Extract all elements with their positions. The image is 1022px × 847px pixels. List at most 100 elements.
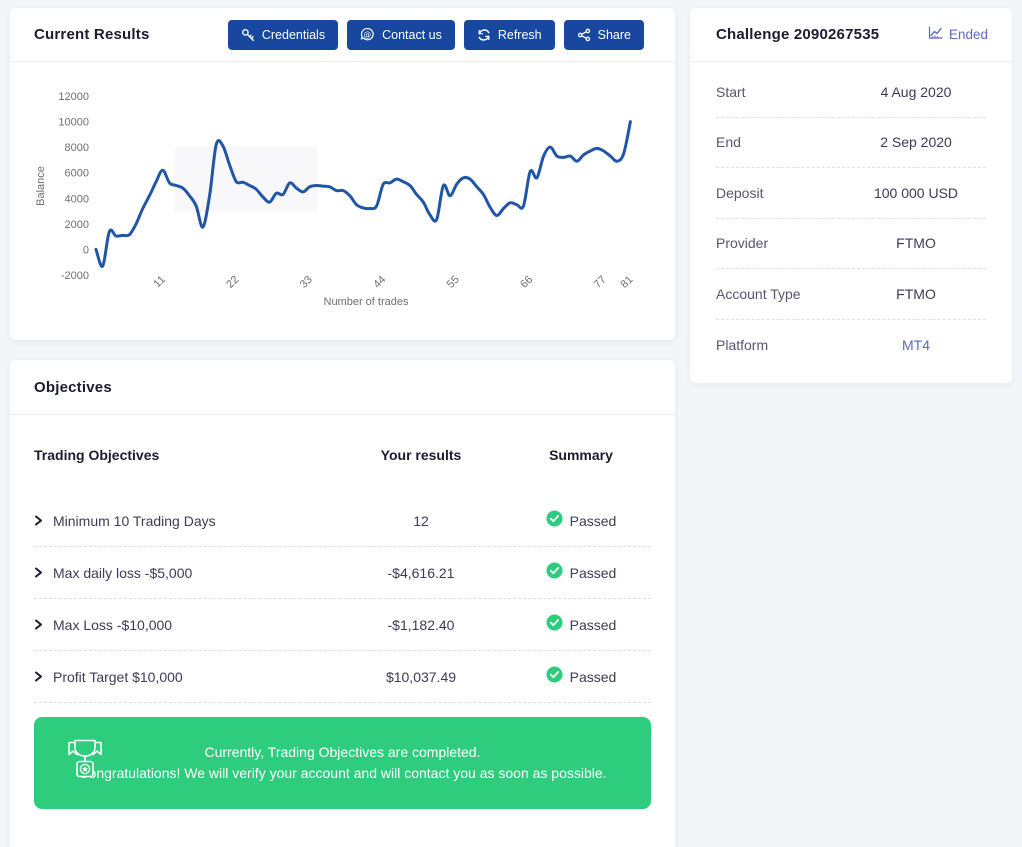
- credentials-button[interactable]: Credentials: [227, 19, 339, 50]
- y-tick-label: 10000: [58, 117, 89, 129]
- x-tick-label: 66: [518, 274, 535, 291]
- x-tick-label: 77: [592, 274, 609, 291]
- col-trading-objectives: Trading Objectives: [34, 447, 160, 463]
- objective-expander[interactable]: Profit Target $10,000: [34, 669, 331, 685]
- balance-chart: 12000 10000 8000 6000 4000 2000 0 -2000 11 22 33 4…: [35, 91, 636, 308]
- objective-result: 12: [413, 512, 429, 529]
- start-label: Start: [716, 83, 746, 100]
- trophy-icon: ★: [64, 738, 106, 789]
- objective-expander[interactable]: Max Loss -$10,000: [34, 617, 331, 633]
- current-results-title: Current Results: [34, 26, 150, 43]
- check-circle-icon: [546, 562, 563, 584]
- y-tick-label: 4000: [65, 193, 89, 205]
- objectives-header: Objectives: [10, 360, 675, 415]
- balance-line: [94, 120, 632, 268]
- ended-status-label: Ended: [948, 27, 988, 42]
- y-tick-label: 8000: [65, 142, 89, 154]
- passed-label: Passed: [569, 564, 617, 581]
- objective-summary: Passed: [511, 614, 651, 636]
- info-row-provider: Provider FTMO: [716, 219, 986, 269]
- chat-icon: @: [360, 27, 375, 42]
- objective-row-max-daily-loss: Max daily loss -$5,000 -$4,616.21 Passed: [34, 547, 651, 599]
- ended-status-link[interactable]: Ended: [928, 26, 988, 43]
- challenge-info-list: Start 4 Aug 2020 End 2 Sep 2020 Deposit …: [690, 62, 1012, 370]
- provider-value: FTMO: [896, 235, 936, 252]
- contact-us-button[interactable]: @ Contact us: [347, 19, 455, 50]
- svg-text:@: @: [364, 30, 372, 39]
- objectives-card: Objectives Trading Objectives Your resul…: [10, 360, 675, 847]
- current-results-card: Current Results Credentials @ Conta: [10, 8, 675, 340]
- account-type-label: Account Type: [716, 285, 801, 302]
- share-button[interactable]: Share: [563, 19, 644, 50]
- objective-label: Minimum 10 Trading Days: [53, 512, 216, 529]
- check-circle-icon: [546, 614, 563, 636]
- objective-result: -$1,182.40: [387, 616, 455, 633]
- objectives-table: Trading Objectives Your results Summary …: [10, 415, 675, 703]
- x-tick-label: 55: [445, 274, 462, 291]
- chart-axis-labels: Balance Number of trades: [35, 166, 409, 308]
- info-row-end: End 2 Sep 2020: [716, 118, 986, 168]
- chart-y-ticks: 12000 10000 8000 6000 4000 2000 0 -2000: [58, 91, 89, 282]
- objective-label: Max daily loss -$5,000: [53, 564, 193, 581]
- chevron-right-icon: [34, 671, 43, 682]
- check-circle-icon: [546, 510, 563, 532]
- start-value: 4 Aug 2020: [880, 83, 952, 100]
- info-row-account-type: Account Type FTMO: [716, 269, 986, 320]
- chevron-right-icon: [34, 619, 43, 630]
- end-label: End: [716, 134, 741, 151]
- chart-line-icon: [928, 26, 943, 43]
- credentials-label: Credentials: [261, 27, 326, 42]
- y-tick-label: 2000: [65, 219, 89, 231]
- x-tick-label: 44: [371, 274, 388, 291]
- objective-expander[interactable]: Minimum 10 Trading Days: [34, 513, 331, 529]
- x-tick-label: 33: [298, 274, 315, 291]
- chart-highlight-band: [175, 146, 317, 212]
- account-type-value: FTMO: [896, 285, 936, 302]
- objective-result: $10,037.49: [385, 668, 457, 685]
- share-icon: [577, 28, 591, 42]
- refresh-button[interactable]: Refresh: [463, 19, 555, 50]
- x-tick-label: 22: [224, 274, 241, 291]
- banner-line-2: Congratulations! We will verify your acc…: [78, 765, 607, 781]
- y-axis-label: Balance: [35, 166, 47, 206]
- objective-row-min-trading-days: Minimum 10 Trading Days 12 Passed: [34, 495, 651, 547]
- deposit-label: Deposit: [716, 184, 764, 201]
- platform-value[interactable]: MT4: [902, 336, 930, 353]
- objectives-table-head: Trading Objectives Your results Summary: [34, 415, 651, 495]
- passed-label: Passed: [569, 616, 617, 633]
- objectives-title: Objectives: [34, 378, 112, 396]
- provider-label: Provider: [716, 235, 769, 252]
- col-summary: Summary: [549, 447, 613, 463]
- end-value: 2 Sep 2020: [880, 134, 952, 151]
- chevron-right-icon: [34, 515, 43, 526]
- info-row-start: Start 4 Aug 2020: [716, 67, 986, 118]
- key-icon: [241, 28, 255, 42]
- challenge-header: Challenge 2090267535 Ended: [690, 8, 1012, 62]
- objective-result: -$4,616.21: [387, 564, 455, 581]
- y-tick-label: -2000: [61, 270, 89, 282]
- objective-row-max-loss: Max Loss -$10,000 -$1,182.40 Passed: [34, 599, 651, 651]
- objective-expander[interactable]: Max daily loss -$5,000: [34, 565, 331, 581]
- objective-label: Max Loss -$10,000: [53, 616, 173, 633]
- chart-x-ticks: 11 22 33 44 55 66 77 81: [151, 274, 635, 291]
- contact-us-label: Contact us: [382, 27, 442, 42]
- challenge-title: Challenge 2090267535: [716, 26, 880, 43]
- svg-text:★: ★: [81, 765, 89, 775]
- deposit-value: 100 000 USD: [873, 184, 959, 201]
- y-tick-label: 0: [83, 244, 89, 256]
- passed-label: Passed: [569, 512, 617, 529]
- refresh-label: Refresh: [497, 27, 542, 42]
- check-circle-icon: [546, 666, 563, 688]
- col-your-results: Your results: [380, 447, 462, 463]
- x-axis-label: Number of trades: [324, 296, 409, 308]
- objective-summary: Passed: [511, 510, 651, 532]
- current-results-header: Current Results Credentials @ Conta: [10, 8, 675, 62]
- toolbar: Credentials @ Contact us: [227, 19, 651, 50]
- x-tick-label: 81: [618, 274, 635, 291]
- objective-row-profit-target: Profit Target $10,000 $10,037.49 Passed: [34, 651, 651, 703]
- objective-summary: Passed: [511, 666, 651, 688]
- info-row-deposit: Deposit 100 000 USD: [716, 168, 986, 219]
- banner-line-1: Currently, Trading Objectives are comple…: [204, 744, 481, 760]
- y-tick-label: 12000: [58, 91, 89, 103]
- chevron-right-icon: [34, 567, 43, 578]
